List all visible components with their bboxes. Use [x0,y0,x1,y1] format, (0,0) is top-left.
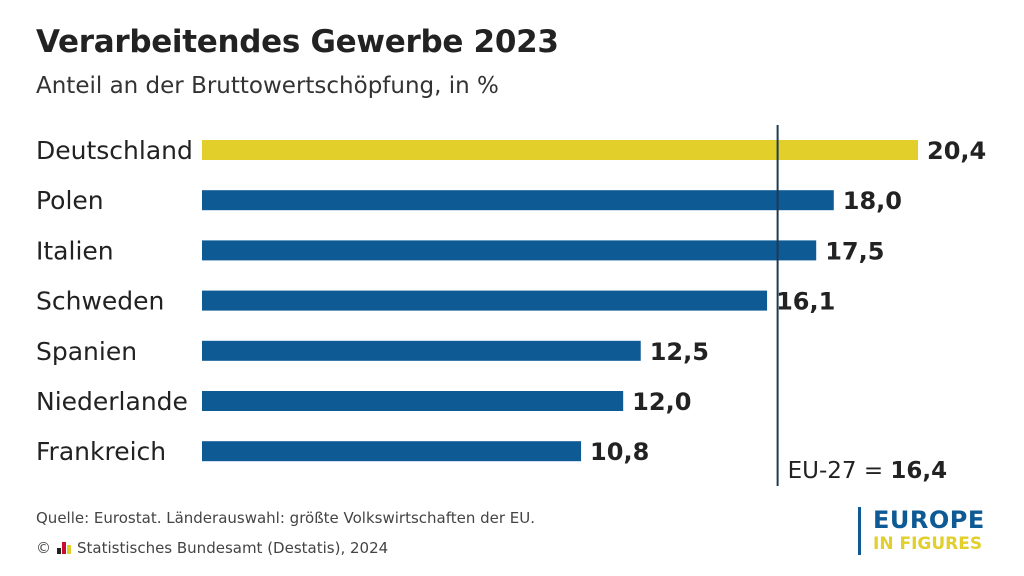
value-label-spanien: 12,5 [650,338,709,366]
bar-polen [202,190,834,211]
chart-title: Verarbeitendes Gewerbe 2023 [36,24,559,60]
bar-deutschland [202,140,918,160]
bar-schweden [202,290,768,311]
copyright-note: © Statistisches Bundesamt (Destatis), 20… [36,539,388,557]
eu27-reference-label: EU-27 = 16,4 [788,458,948,484]
value-label-schweden: 16,1 [776,288,835,316]
eu27-reference-label-text: EU-27 = [788,458,891,484]
category-label-niederlande: Niederlande [36,387,188,416]
bar-niederlande [202,391,624,411]
logo-bottom-text: IN FIGURES [873,534,983,554]
value-label-frankreich: 10,8 [590,438,649,466]
destatis-logo-icon [57,542,71,554]
category-label-italien: Italien [36,236,114,265]
bar-italien [202,240,817,261]
category-label-deutschland: Deutschland [36,136,193,165]
chart-subtitle: Anteil an der Bruttowertschöpfung, in % [36,73,499,99]
value-label-deutschland: 20,4 [927,137,986,165]
source-note: Quelle: Eurostat. Länderauswahl: größte … [36,509,536,527]
value-label-italien: 17,5 [825,237,884,265]
bar-frankreich [202,441,582,462]
eu27-reference-value: 16,4 [890,458,947,484]
copyright-symbol: © [36,539,51,557]
logo-top-text: EUROPE [873,506,985,534]
category-label-schweden: Schweden [36,287,164,316]
value-label-niederlande: 12,0 [632,388,691,416]
europe-in-figures-logo: EUROPE IN FIGURES [858,507,985,555]
category-label-frankreich: Frankreich [36,437,166,466]
bar-chart: Deutschland 20,4 Polen 18,0 Italien 17,5 Schwe… [36,125,986,486]
category-label-polen: Polen [36,186,104,215]
bar-spanien [202,340,641,361]
category-label-spanien: Spanien [36,337,137,366]
copyright-text: Statistisches Bundesamt (Destatis), 2024 [77,539,389,557]
value-label-polen: 18,0 [843,187,902,215]
